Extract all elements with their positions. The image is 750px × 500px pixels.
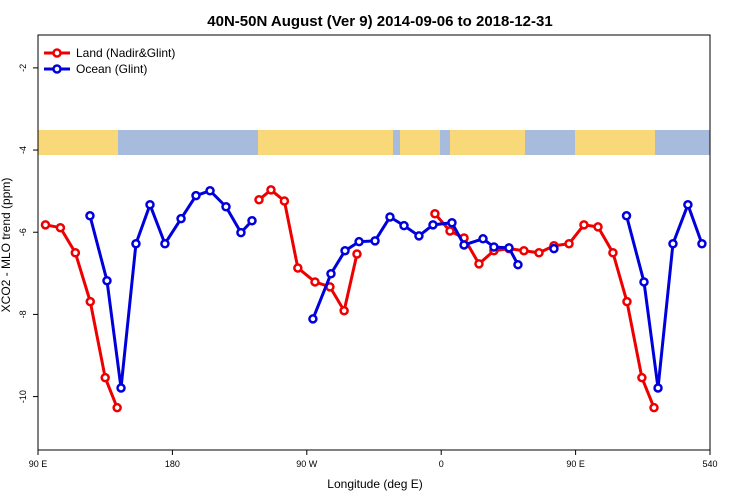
data-point bbox=[447, 218, 457, 228]
data-point bbox=[339, 305, 349, 316]
data-point bbox=[622, 296, 632, 307]
data-point bbox=[445, 226, 455, 236]
data-point bbox=[549, 243, 559, 254]
data-point bbox=[85, 296, 96, 307]
data-point bbox=[474, 259, 484, 269]
data-point bbox=[414, 231, 424, 241]
y-tick-label: -2 bbox=[18, 64, 28, 72]
data-point bbox=[579, 220, 589, 230]
data-point bbox=[191, 190, 201, 201]
data-point bbox=[236, 227, 246, 238]
data-point bbox=[430, 208, 440, 219]
data-point bbox=[683, 199, 693, 210]
data-point bbox=[279, 196, 290, 206]
data-point bbox=[102, 275, 112, 286]
data-point bbox=[489, 242, 499, 252]
map-strip bbox=[38, 130, 710, 155]
data-point bbox=[221, 202, 231, 212]
y-tick-label: -8 bbox=[18, 310, 28, 318]
x-axis-label: Longitude (deg E) bbox=[327, 477, 422, 491]
chart-title: 40N-50N August (Ver 9) 2014-09-06 to 201… bbox=[207, 13, 552, 30]
data-point bbox=[145, 199, 155, 210]
y-tick-label: -6 bbox=[18, 228, 28, 236]
x-tick-label: 90 E bbox=[566, 459, 585, 469]
data-point bbox=[608, 248, 618, 258]
legend-label: Land (Nadir&Glint) bbox=[76, 46, 175, 60]
data-point bbox=[254, 195, 264, 205]
data-point bbox=[205, 185, 215, 196]
data-point bbox=[653, 383, 663, 393]
data-point bbox=[504, 243, 514, 253]
data-point bbox=[352, 249, 362, 259]
data-point bbox=[85, 211, 95, 221]
data-point bbox=[668, 238, 678, 249]
legend-marker bbox=[52, 48, 62, 58]
data-point bbox=[649, 402, 659, 413]
x-tick-label: 540 bbox=[702, 459, 717, 469]
data-point bbox=[519, 245, 529, 256]
data-point bbox=[40, 220, 51, 230]
legend-label: Ocean (Glint) bbox=[76, 62, 147, 76]
data-point bbox=[310, 277, 320, 287]
data-point bbox=[478, 234, 488, 244]
data-point bbox=[354, 236, 364, 247]
data-point bbox=[55, 222, 66, 233]
data-point bbox=[385, 212, 395, 222]
data-point bbox=[564, 238, 574, 249]
data-point bbox=[131, 238, 141, 249]
data-point bbox=[459, 240, 469, 250]
data-point bbox=[399, 220, 409, 231]
legend-marker bbox=[52, 64, 62, 74]
data-point bbox=[308, 314, 318, 324]
data-point bbox=[293, 263, 303, 273]
data-point bbox=[428, 220, 438, 230]
data-point bbox=[266, 185, 276, 195]
data-point bbox=[160, 238, 170, 249]
data-point bbox=[100, 372, 110, 383]
data-point bbox=[637, 372, 647, 383]
data-point bbox=[116, 383, 126, 393]
data-point bbox=[247, 215, 257, 226]
x-tick-label: 90 E bbox=[29, 459, 48, 469]
data-point bbox=[176, 213, 186, 224]
y-axis-label: XCO2 - MLO trend (ppm) bbox=[0, 178, 13, 313]
data-point bbox=[697, 238, 707, 249]
x-tick-label: 180 bbox=[165, 459, 180, 469]
data-point bbox=[534, 248, 544, 258]
series-line bbox=[45, 187, 656, 409]
data-point bbox=[621, 211, 632, 221]
data-point bbox=[112, 402, 122, 413]
x-tick-label: 0 bbox=[439, 459, 444, 469]
x-tick-label: 90 W bbox=[296, 459, 318, 469]
data-point bbox=[593, 222, 603, 232]
data-point bbox=[340, 245, 350, 256]
data-point bbox=[326, 268, 336, 279]
data-point bbox=[513, 259, 523, 270]
y-tick-label: -4 bbox=[18, 146, 28, 154]
y-tick-label: -10 bbox=[18, 390, 28, 403]
data-point bbox=[639, 277, 649, 287]
data-point bbox=[370, 236, 380, 246]
plot-frame bbox=[37, 34, 711, 451]
data-point bbox=[70, 248, 81, 258]
